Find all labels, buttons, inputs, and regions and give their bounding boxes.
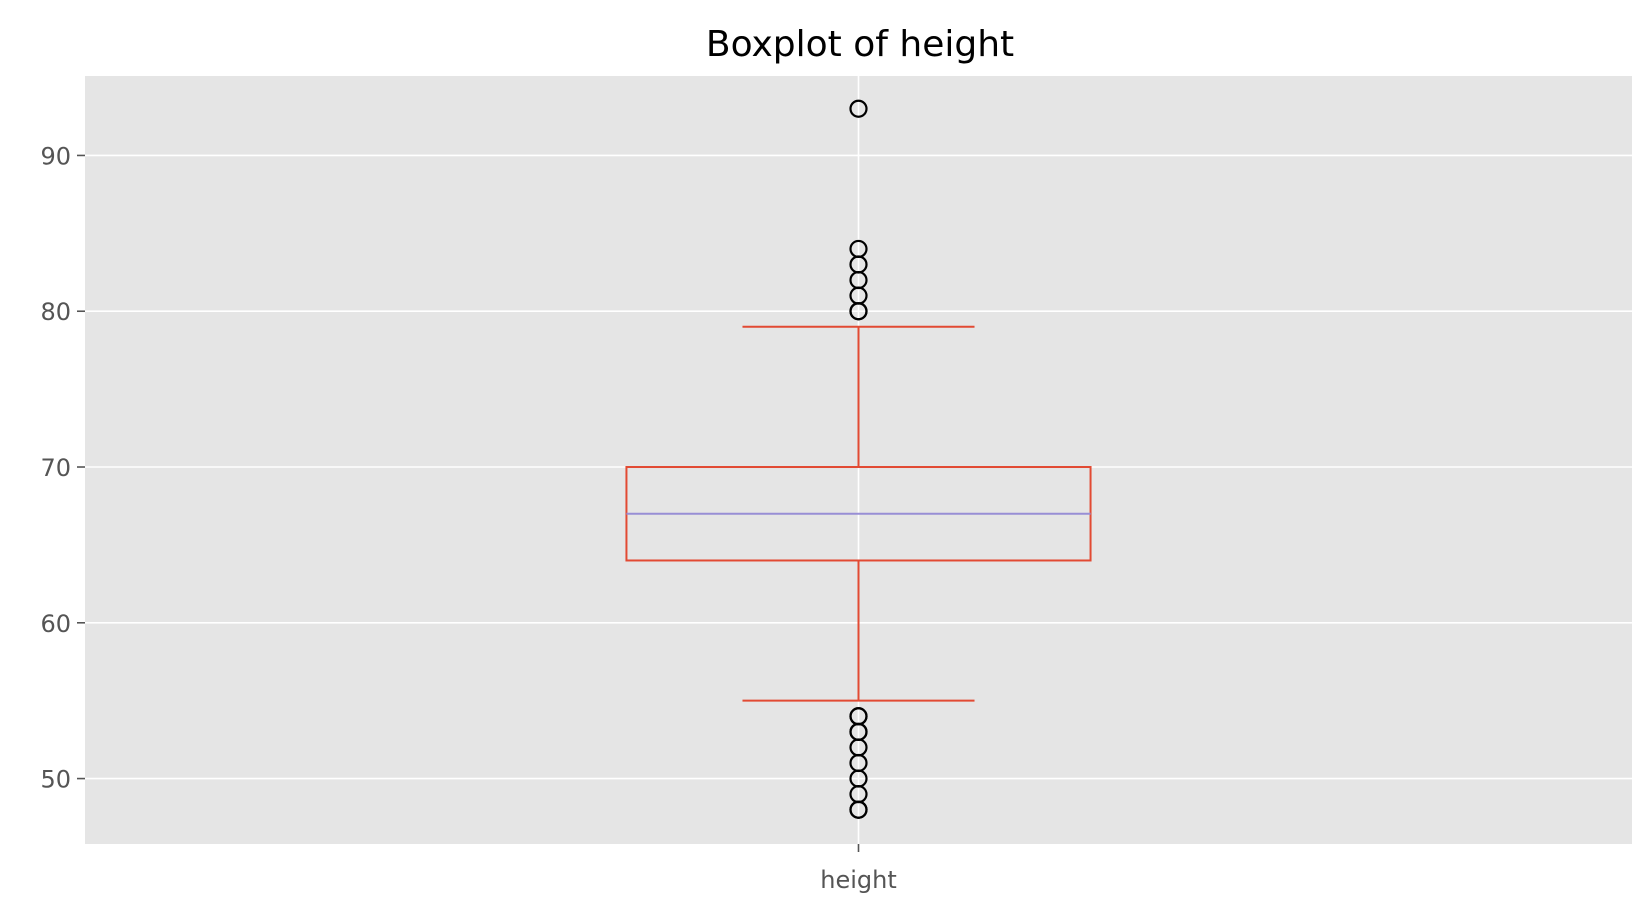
x-tick-label: height [820,866,897,894]
plot-area: 50 60 70 80 90 height [40,76,1632,894]
y-tick-label: 60 [40,610,71,638]
outlier-point [849,99,868,118]
outlier-point [849,707,868,726]
y-tick-label: 90 [40,142,71,170]
y-tick-label: 50 [40,766,71,794]
y-tick-label: 70 [40,454,71,482]
outlier-point [849,239,868,259]
chart-title: Boxplot of height [706,24,1014,65]
y-tick-label: 80 [40,298,71,326]
